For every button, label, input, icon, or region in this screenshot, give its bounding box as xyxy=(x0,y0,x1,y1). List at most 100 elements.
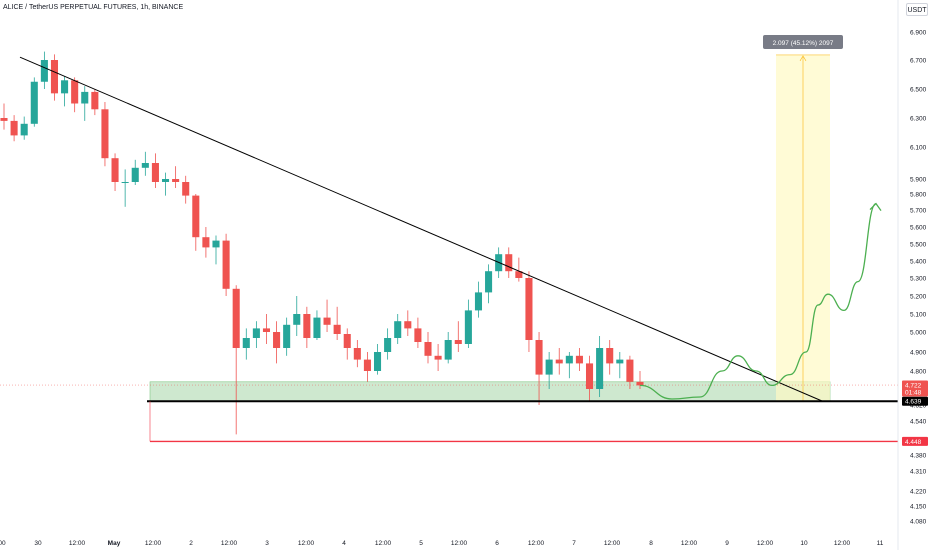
candle[interactable] xyxy=(616,352,624,379)
candle-body xyxy=(424,342,432,356)
candle[interactable] xyxy=(525,271,533,352)
candle[interactable] xyxy=(81,86,89,121)
candle[interactable] xyxy=(101,102,109,167)
candle[interactable] xyxy=(575,348,583,371)
candle-body xyxy=(242,338,250,348)
candle[interactable] xyxy=(474,281,483,318)
projection-path[interactable] xyxy=(639,202,877,400)
candle[interactable] xyxy=(50,54,59,101)
candle[interactable] xyxy=(555,348,563,375)
candle[interactable] xyxy=(323,299,331,332)
candle[interactable] xyxy=(535,332,543,405)
candle[interactable] xyxy=(20,116,28,140)
candle[interactable] xyxy=(111,153,119,191)
time-tick-label: 00 xyxy=(0,540,6,547)
candle[interactable] xyxy=(373,344,382,375)
candle[interactable] xyxy=(303,306,311,348)
candle[interactable] xyxy=(131,159,139,185)
candle[interactable] xyxy=(434,344,442,371)
price-tag-stop: 4.448 xyxy=(902,436,928,446)
candle[interactable] xyxy=(182,175,190,204)
projection-arrowhead xyxy=(869,202,882,211)
price-tick-label: 5.700 xyxy=(910,208,927,215)
candle[interactable] xyxy=(141,151,149,176)
price-tick-label: 6.500 xyxy=(910,87,927,94)
candle[interactable] xyxy=(585,355,594,401)
candle[interactable] xyxy=(596,336,604,397)
candle[interactable] xyxy=(394,314,402,344)
chart-title: ALICE / TetherUS PERPETUAL FUTURES, 1h, … xyxy=(3,4,184,11)
time-tick-label: 2 xyxy=(189,540,193,547)
candle[interactable] xyxy=(384,328,392,360)
candle[interactable] xyxy=(30,77,38,127)
time-tick-label: 12:00 xyxy=(145,540,162,547)
candle[interactable] xyxy=(242,328,250,360)
candle-body xyxy=(161,179,170,182)
price-tick-label: 5.200 xyxy=(910,294,927,301)
candle-body xyxy=(61,80,69,94)
support-zone[interactable] xyxy=(149,381,831,402)
price-tick-label: 5.400 xyxy=(910,259,927,266)
candle[interactable] xyxy=(232,285,240,435)
candle[interactable] xyxy=(444,332,452,364)
candle[interactable] xyxy=(283,317,291,356)
candle[interactable] xyxy=(414,317,422,348)
candle[interactable] xyxy=(0,103,8,130)
candle[interactable] xyxy=(91,89,99,116)
candle-body xyxy=(303,314,311,338)
price-tick-label: 6.700 xyxy=(910,58,927,65)
candle[interactable] xyxy=(626,355,634,389)
candle[interactable] xyxy=(333,306,341,340)
candle-body xyxy=(384,338,392,352)
candle[interactable] xyxy=(424,332,432,364)
candle-body xyxy=(373,352,382,371)
candle[interactable] xyxy=(121,169,129,207)
candle[interactable] xyxy=(151,153,159,188)
candle[interactable] xyxy=(71,77,79,113)
candle[interactable] xyxy=(505,247,513,278)
candle[interactable] xyxy=(40,51,48,89)
candle-body xyxy=(202,237,210,248)
candle[interactable] xyxy=(293,296,301,336)
candle-body xyxy=(131,167,139,182)
candle[interactable] xyxy=(262,314,271,344)
candle[interactable] xyxy=(252,321,260,348)
candle-body xyxy=(81,91,89,104)
target-arrow-head xyxy=(799,55,807,62)
descending-trendline[interactable] xyxy=(19,56,823,402)
candle[interactable] xyxy=(161,172,170,196)
candle[interactable] xyxy=(454,321,462,352)
candle[interactable] xyxy=(212,235,220,265)
time-tick-label: 8 xyxy=(649,540,653,547)
candle[interactable] xyxy=(313,310,321,340)
candle[interactable] xyxy=(222,233,230,296)
candle-body xyxy=(232,288,240,348)
candle[interactable] xyxy=(363,352,371,382)
candle[interactable] xyxy=(353,340,361,368)
candle[interactable] xyxy=(565,352,573,379)
price-axis: 6.900 6.700 6.500 6.300 6.100 5.900 5.800 5.700… xyxy=(897,0,927,550)
candle[interactable] xyxy=(485,264,493,304)
candle[interactable] xyxy=(61,75,69,107)
candle[interactable] xyxy=(606,340,614,375)
candle[interactable] xyxy=(192,194,200,251)
candle[interactable] xyxy=(464,299,472,348)
candle[interactable] xyxy=(202,227,210,258)
candle[interactable] xyxy=(273,321,281,364)
candle[interactable] xyxy=(515,257,523,282)
candle-body xyxy=(151,163,159,182)
candle[interactable] xyxy=(404,310,412,336)
candle[interactable] xyxy=(545,352,553,389)
candle[interactable] xyxy=(172,166,180,188)
candle-body xyxy=(626,359,634,382)
time-tick-label: 12:00 xyxy=(604,540,621,547)
currency-button[interactable]: USDT xyxy=(906,3,928,16)
candle-body xyxy=(0,118,8,121)
candle[interactable] xyxy=(10,115,18,142)
candle[interactable] xyxy=(343,328,351,360)
candle-body xyxy=(636,381,644,386)
price-tick-label: 5.600 xyxy=(910,225,927,232)
time-tick-label: 4 xyxy=(342,540,346,547)
